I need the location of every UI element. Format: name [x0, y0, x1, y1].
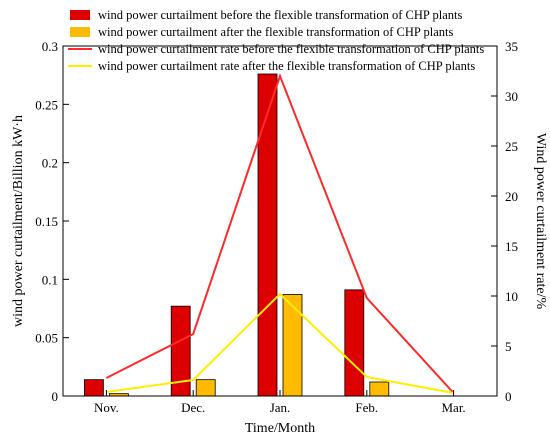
left-tick-label: 0 — [52, 389, 59, 404]
x-tick-label: Feb. — [355, 400, 378, 415]
x-axis: Nov. Dec. Jan. Feb. Mar. — [94, 390, 466, 415]
left-y-axis-title: wind power curtailment/Billion kW·h — [11, 115, 26, 327]
right-tick-label: 0 — [505, 389, 512, 404]
bar-after-1 — [195, 379, 216, 397]
legend: wind power curtailment before the flexib… — [68, 8, 484, 73]
legend-label: wind power curtailment after the flexibl… — [98, 25, 453, 39]
legend-label: wind power curtailment rate before the f… — [98, 42, 484, 56]
right-tick-label: 10 — [505, 289, 518, 304]
line-series-after — [106, 292, 454, 394]
bar-after-3 — [369, 381, 390, 397]
legend-swatch-bar — [70, 27, 90, 37]
right-tick-label: 25 — [505, 139, 518, 154]
left-tick-label: 0.15 — [35, 214, 58, 229]
legend-label: wind power curtailment rate after the fl… — [98, 59, 475, 73]
plot-frame — [62, 45, 498, 397]
right-tick-label: 20 — [505, 189, 518, 204]
legend-label: wind power curtailment before the flexib… — [98, 8, 463, 22]
line-series-before — [105, 73, 455, 394]
right-y-axis-title: Wind power curtailment rate/% — [533, 133, 548, 310]
right-tick-label: 30 — [505, 89, 518, 104]
right-y-axis: 0 5 10 15 20 25 30 35 — [491, 39, 518, 404]
bar-after-2 — [282, 294, 303, 397]
bars-layer — [84, 73, 390, 397]
left-tick-label: 0.25 — [35, 97, 58, 112]
left-y-axis: 0 0.05 0.1 0.15 0.2 0.25 0.3 — [35, 39, 69, 404]
legend-swatch-bar — [70, 10, 90, 20]
left-tick-label: 0.3 — [42, 39, 58, 54]
right-tick-label: 15 — [505, 239, 518, 254]
bar-before-2 — [257, 73, 278, 397]
x-axis-title: Time/Month — [245, 421, 315, 436]
x-tick-label: Mar. — [441, 400, 465, 415]
bar-before-3 — [344, 289, 365, 397]
bar-before-0 — [84, 379, 104, 397]
left-tick-label: 0.2 — [42, 156, 58, 171]
x-tick-label: Nov. — [94, 400, 119, 415]
left-tick-label: 0.1 — [42, 272, 58, 287]
lines-layer — [105, 73, 455, 394]
right-tick-label: 35 — [505, 39, 518, 54]
x-tick-label: Jan. — [270, 400, 291, 415]
left-tick-label: 0.05 — [35, 331, 58, 346]
right-tick-label: 5 — [505, 339, 512, 354]
x-tick-label: Dec. — [181, 400, 205, 415]
